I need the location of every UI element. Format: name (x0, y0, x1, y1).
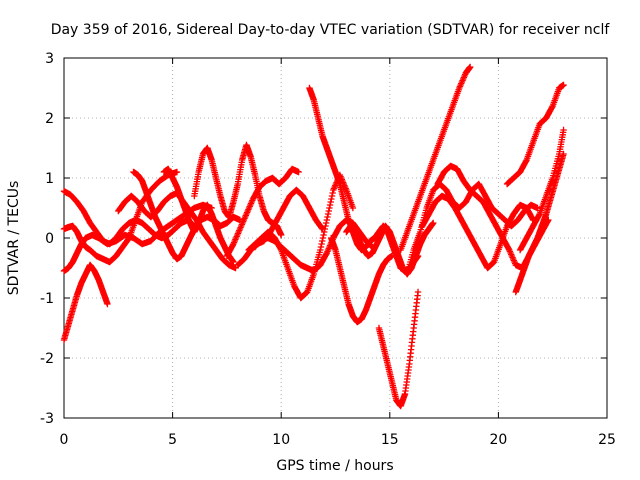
x-tick-label: 25 (598, 432, 616, 448)
y-axis-label: SDTVAR / TECUs (6, 181, 22, 296)
data-point (329, 189, 336, 197)
data-point (548, 104, 556, 111)
data-point (318, 240, 325, 248)
series-arc-9 (223, 165, 302, 260)
data-point (328, 195, 335, 203)
data-point (104, 300, 111, 308)
data-point (295, 168, 302, 176)
data-point (323, 216, 331, 224)
series-arc-15 (375, 288, 422, 410)
series-arc-2 (60, 261, 111, 344)
tick-labels: 0 5 10 15 20 25 -3 -2 -1 0 1 2 3 (40, 51, 616, 448)
axis-ticks (63, 57, 608, 419)
data-point (326, 204, 333, 212)
data-point (388, 252, 396, 260)
data-point (278, 231, 285, 239)
data-layer (60, 63, 567, 410)
x-tick-label: 15 (381, 432, 399, 448)
y-tick-label: 2 (45, 111, 54, 127)
series-arc-17 (397, 63, 474, 254)
x-tick-label: 20 (489, 432, 507, 448)
data-point (322, 222, 329, 230)
x-tick-label: 5 (168, 432, 177, 448)
data-point (230, 258, 237, 266)
x-tick-label: 0 (60, 432, 69, 448)
data-point (321, 225, 329, 233)
data-point (349, 204, 357, 212)
data-point (326, 201, 334, 209)
y-tick-label: -1 (40, 291, 54, 307)
data-point (560, 126, 567, 134)
data-point (327, 198, 334, 206)
y-tick-label: -3 (40, 411, 54, 427)
series-arc-18 (403, 180, 541, 278)
data-point (317, 243, 325, 251)
data-point (324, 213, 331, 221)
chart-title: Day 359 of 2016, Sidereal Day-to-day VTE… (51, 22, 611, 38)
x-axis-label: GPS time / hours (276, 458, 393, 474)
data-point (319, 234, 327, 242)
y-tick-label: 1 (45, 171, 54, 187)
series-arc-23 (516, 126, 567, 254)
series-arc-7 (160, 165, 237, 266)
data-point (522, 158, 530, 165)
data-point (466, 63, 474, 71)
data-point (322, 219, 330, 227)
series-arc-14 (327, 234, 396, 326)
data-point (317, 246, 324, 254)
data-point (325, 207, 332, 215)
y-tick-label: -2 (40, 351, 54, 367)
data-point (560, 81, 567, 89)
data-point (321, 228, 328, 236)
y-tick-label: 0 (45, 231, 54, 247)
series-arc-22 (503, 81, 567, 188)
y-tick-label: 3 (45, 51, 54, 67)
data-point (328, 192, 336, 200)
data-point (535, 212, 543, 219)
data-point (320, 231, 327, 239)
x-tick-label: 10 (272, 432, 290, 448)
series-arc-21 (512, 150, 567, 296)
data-point (324, 210, 332, 218)
data-point (318, 224, 326, 232)
series-arc-8 (191, 141, 285, 239)
data-point (319, 237, 326, 245)
data-point (414, 288, 422, 296)
data-point (173, 168, 181, 176)
data-point (430, 219, 437, 227)
